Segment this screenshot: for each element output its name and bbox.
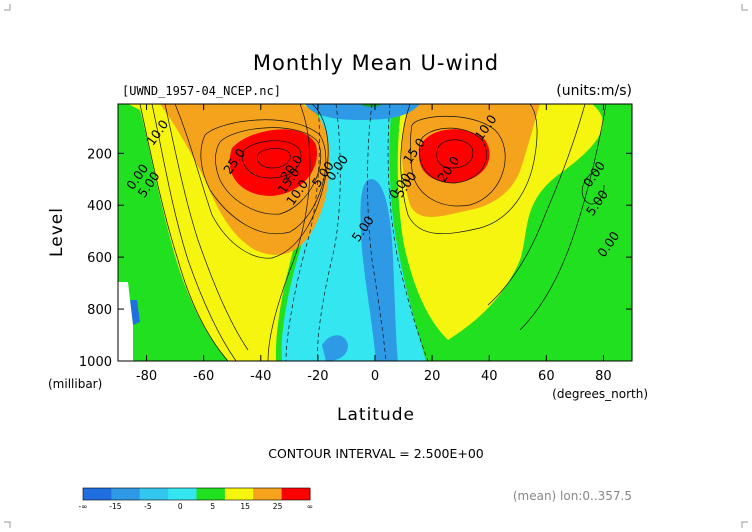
contour-lines: [139, 104, 607, 361]
dataset-label: [UWND_1957-04_NCEP.nc]: [122, 84, 281, 98]
colorbar-swatch: [168, 488, 197, 500]
x-tick-label: -60: [193, 369, 214, 384]
colorbar-label: 0: [178, 502, 183, 511]
x-tick-label: 20: [424, 369, 441, 384]
corner-marks: [4, 4, 748, 528]
colorbar-label: -15: [109, 502, 121, 511]
colorbar-label: -∞: [79, 502, 88, 511]
colorbar-swatch: [83, 488, 112, 500]
fill-nh-jet: [419, 129, 490, 183]
y-tick-label: 800: [87, 303, 112, 318]
colorbar-label: -5: [144, 502, 152, 511]
colorbar-swatch: [196, 488, 226, 500]
colorbar-swatch: [224, 488, 254, 500]
y-tick-label: 600: [87, 251, 112, 266]
chart-title: Monthly Mean U-wind: [253, 51, 499, 75]
y-axis: 200 400 600 800 1000: [79, 147, 632, 370]
colorbar-label: ∞: [307, 502, 313, 511]
plot-area: [117, 103, 633, 362]
x-tick-label: -20: [307, 369, 328, 384]
colorbar-swatch: [281, 488, 311, 500]
y-axis-unit: (millibar): [48, 377, 102, 391]
colorbar-label: 15: [240, 502, 250, 511]
colorbar: -∞ -15 -5 0 5 15 25 ∞: [79, 487, 313, 511]
longitude-note: (mean) lon:0..357.5: [513, 489, 632, 503]
colorbar-frame: [82, 487, 311, 501]
contour-fills: [118, 104, 632, 361]
colorbar-label: 25: [273, 502, 283, 511]
fill-upper-blue: [305, 104, 420, 120]
colorbar-label: 5: [210, 502, 215, 511]
contour-interval: CONTOUR INTERVAL = 2.500E+00: [268, 446, 484, 461]
x-tick-label: 0: [371, 369, 379, 384]
fill-sh-edge-blue: [130, 300, 140, 325]
x-axis: -80 -60 -40 -20 0 20 40 60 80: [136, 104, 612, 384]
fill-sh-edge-white: [118, 282, 133, 361]
colorbar-swatch: [111, 488, 141, 500]
colorbar-swatch: [139, 488, 169, 500]
y-tick-label: 1000: [79, 355, 112, 370]
x-tick-label: 80: [595, 369, 612, 384]
y-tick-label: 400: [87, 199, 112, 214]
fill-top-green: [360, 104, 382, 107]
fill-sh-low-blue: [322, 335, 348, 361]
x-tick-label: 60: [538, 369, 555, 384]
y-tick-label: 200: [87, 147, 112, 162]
x-tick-label: -80: [136, 369, 157, 384]
x-tick-label: 40: [481, 369, 498, 384]
fill-eq-blue: [360, 179, 398, 361]
colorbar-swatch: [253, 488, 283, 500]
x-axis-label: Latitude: [337, 405, 415, 425]
x-tick-label: -40: [250, 369, 271, 384]
x-axis-unit: (degrees_north): [552, 387, 648, 401]
units-label: (units:m/s): [556, 83, 632, 99]
fill-sh-jet: [229, 129, 317, 196]
y-axis-label: Level: [47, 207, 67, 257]
